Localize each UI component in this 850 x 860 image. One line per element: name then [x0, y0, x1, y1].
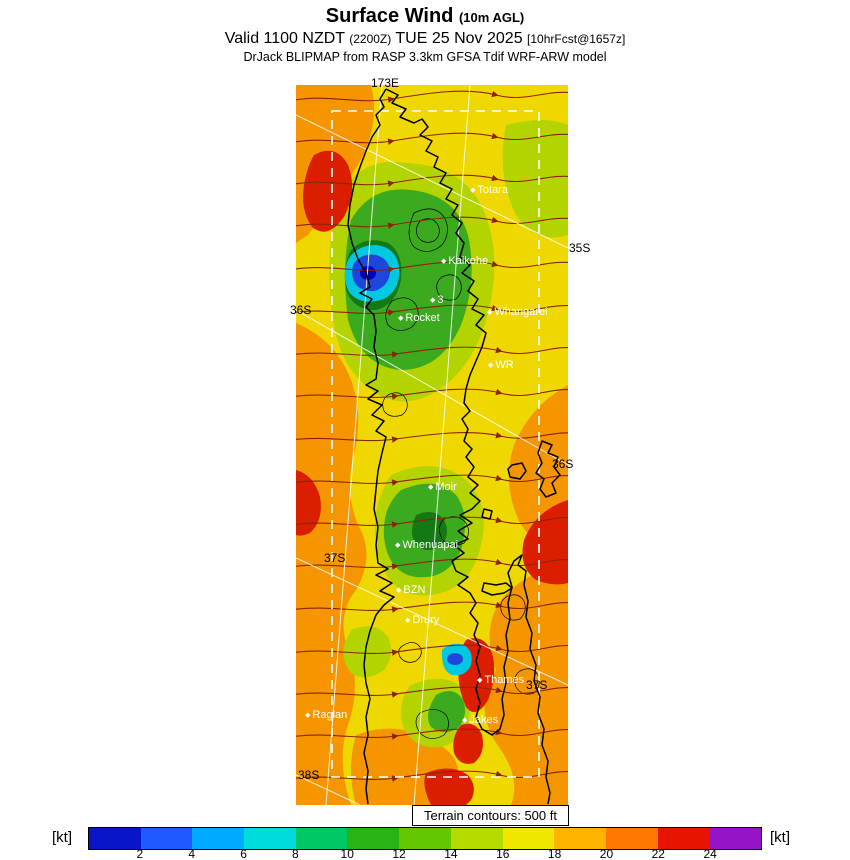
colorbar-unit-left: [kt]: [52, 829, 73, 846]
place-label-totara: ◆ Totara: [470, 184, 508, 196]
place-label-moir: ◆ Moir: [428, 481, 457, 493]
colorbar-segment: [192, 828, 245, 849]
colorbar-segment: [399, 828, 451, 849]
colorbar-segment: [450, 828, 503, 849]
colorbar-segment: [89, 828, 141, 849]
colorbar-segment: [295, 828, 348, 849]
colorbar-segment: [347, 828, 400, 849]
place-label-jakes: ◆ Jakes: [462, 714, 499, 726]
place-marker-icon: ◆: [405, 617, 411, 624]
lat-label-36s-right: 36S: [552, 457, 574, 471]
colorbar-tick-label: 12: [392, 847, 406, 860]
colorbar-tick-label: 24: [703, 847, 717, 860]
place-marker-icon: ◆: [477, 677, 483, 684]
place-marker-icon: ◆: [398, 315, 404, 322]
place-marker-icon: ◆: [395, 542, 401, 549]
title-suffix: (10m AGL): [458, 10, 525, 25]
place-label-whenuapai: ◆ Whenuapai: [395, 539, 459, 551]
graticule-layer: [296, 85, 568, 805]
place-label-thames: ◆ Thames: [477, 674, 525, 686]
place-label-drury: ◆ Drury: [405, 614, 440, 626]
colorbar-tick-label: 8: [292, 847, 299, 860]
colorbar-unit-right: [kt]: [770, 829, 791, 846]
place-marker-icon: ◆: [487, 309, 493, 316]
terrain-contour-note: Terrain contours: 500 ft: [412, 805, 569, 826]
model-line: DrJack BLIPMAP from RASP 3.3km GFSA Tdif…: [243, 50, 607, 64]
place-label-kaikohe: ◆ Kaikohe: [441, 255, 489, 267]
valid-prefix: Valid 1100 NZDT: [224, 30, 345, 47]
colorbar-segment: [605, 828, 658, 849]
place-label-raglan: ◆ Raglan: [305, 709, 348, 721]
place-marker-icon: ◆: [305, 712, 311, 719]
colorbar-segment: [502, 828, 555, 849]
colorbar-ticks: 2 4 6 8 10 12 14 16 18 20 22 24: [88, 847, 762, 860]
colorbar-tick-label: 20: [599, 847, 614, 860]
valid-zulu: (2200Z): [349, 32, 392, 46]
valid-date: TUE 25 Nov 2025: [395, 30, 523, 47]
colorbar-tick-label: 18: [547, 847, 562, 860]
colorbar-segment: [554, 828, 606, 849]
place-label-wr: ◆ WR: [488, 359, 514, 371]
place-marker-icon: ◆: [462, 717, 468, 724]
map-svg: [296, 85, 568, 805]
header: Surface Wind (10m AGL) Valid 1100 NZDT (…: [0, 5, 850, 64]
lat-label-35s-right: 35S: [569, 241, 591, 255]
colorbar-tick-label: 2: [136, 847, 144, 860]
colorbar-segment: [657, 828, 710, 849]
lat-label-37s-right: 37S: [526, 678, 548, 692]
colorbar-tick-label: 6: [240, 847, 247, 860]
title-main: Surface Wind: [325, 5, 454, 27]
colorbar-tick-label: 10: [340, 847, 354, 860]
colorbar-segment: [244, 828, 296, 849]
place-label-3: ◆ 3: [430, 294, 444, 306]
colorbar-tick-label: 16: [496, 847, 510, 860]
lat-label-38s-left: 38S: [298, 768, 320, 782]
colorbar-tick-label: 4: [188, 847, 196, 860]
domain-boundary: [331, 110, 540, 778]
place-label-whangarei: ◆ Whangarei: [487, 306, 548, 318]
streamline-layer: [296, 90, 568, 782]
forecast-tag: [10hrFcst@1657z]: [527, 32, 626, 46]
wind-speed-fill-layer: [296, 85, 568, 805]
colorbar-segment: [140, 828, 193, 849]
place-marker-icon: ◆: [396, 587, 402, 594]
place-label-rocket: ◆ Rocket: [398, 312, 440, 324]
place-marker-icon: ◆: [430, 297, 436, 304]
colorbar-gradient: [88, 827, 762, 850]
page-title: Surface Wind (10m AGL): [0, 5, 850, 28]
lat-label-37s-left: 37S: [324, 551, 346, 565]
place-marker-icon: ◆: [428, 484, 434, 491]
place-label-bzn: ◆ BZN: [396, 584, 426, 596]
weather-map: 173E 35S 36S 36S 37S 37S 38S ◆ Totara ◆ Ka…: [290, 76, 590, 805]
lat-label-36s-left: 36S: [290, 303, 312, 317]
coastline-layer: [347, 88, 561, 805]
place-marker-icon: ◆: [488, 362, 494, 369]
valid-time-line: Valid 1100 NZDT (2200Z) TUE 25 Nov 2025 …: [0, 30, 850, 48]
place-marker-icon: ◆: [441, 258, 447, 265]
colorbar-tick-label: 22: [651, 847, 665, 860]
lon-label-173e: 173E: [371, 76, 400, 90]
colorbar-segment: [709, 828, 761, 849]
colorbar-tick-label: 14: [444, 847, 458, 860]
place-marker-icon: ◆: [470, 187, 476, 194]
